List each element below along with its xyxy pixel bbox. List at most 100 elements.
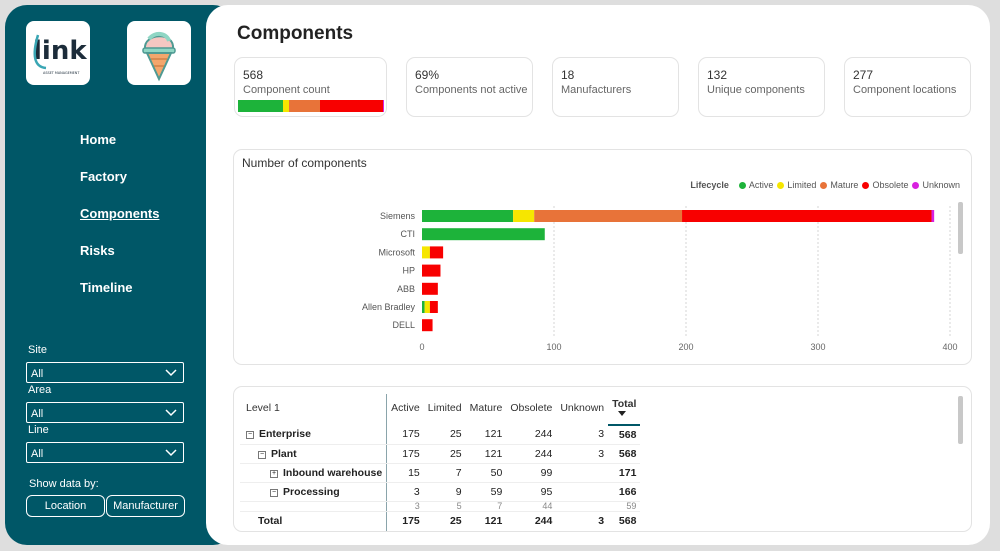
cell-value: 3 (556, 425, 609, 445)
lifebar-segment-unknown (383, 100, 384, 112)
legend-item-mature[interactable]: Mature (820, 180, 858, 190)
table-row: − Plant 175 25 121 244 3 568 (240, 444, 641, 464)
chevron-down-icon (165, 409, 177, 417)
page-title: Components (237, 23, 354, 44)
total-label: Total (240, 510, 388, 531)
collapse-icon[interactable]: − (270, 488, 278, 497)
sort-desc-icon (618, 411, 627, 416)
nav-factory[interactable]: Factory (80, 169, 127, 184)
header-total-label: Total (612, 398, 637, 410)
bar-microsoft-obsolete[interactable] (429, 246, 444, 259)
nav-timeline[interactable]: Timeline (80, 280, 133, 295)
line-filter-value: All (31, 448, 44, 460)
cell-value: 5 (423, 501, 466, 512)
bar-allen-bradley-limited[interactable] (424, 301, 430, 313)
table-row: + Inbound warehouse 15 7 50 99 171 (240, 463, 641, 483)
components-matrix-panel: Level 1 Active Limited Mature Obsolete U… (233, 386, 972, 532)
cell-value: 7 (423, 463, 466, 483)
header-active[interactable]: Active (391, 401, 420, 414)
bar-hp-obsolete[interactable] (422, 264, 441, 277)
area-filter-label: Area (28, 384, 52, 396)
components-matrix: Level 1 Active Limited Mature Obsolete U… (240, 394, 641, 531)
bar-siemens-unknown[interactable] (931, 210, 935, 222)
cell-value (556, 501, 609, 512)
header-unknown[interactable]: Unknown (560, 401, 605, 414)
card-value: 18 (561, 68, 575, 82)
header-limited[interactable]: Limited (427, 401, 462, 414)
card-component-count: 568 Component count (234, 57, 387, 117)
cell-value: 50 (465, 463, 507, 483)
cell-value (556, 463, 609, 483)
site-filter-dropdown[interactable]: All (26, 362, 184, 383)
main-panel: Components 568 Component count 69% Compo… (206, 5, 990, 545)
show-data-by-label: Show data by: (29, 478, 99, 490)
header-level-1[interactable]: Level 1 (240, 394, 388, 425)
logo-subtext: ASSET MANAGEMENT (43, 71, 80, 75)
cell-value: 121 (465, 425, 507, 445)
card-value: 132 (707, 68, 728, 82)
cell-value: 7 (465, 501, 507, 512)
cell-value: 3 (386, 501, 424, 512)
bar-siemens-active[interactable] (422, 210, 514, 222)
legend-item-active[interactable]: Active (738, 180, 773, 190)
collapse-icon[interactable]: − (258, 450, 266, 459)
area-filter-value: All (31, 408, 44, 420)
area-filter-dropdown[interactable]: All (26, 402, 184, 423)
ice-cream-logo (127, 21, 191, 85)
total-value: 568 (608, 510, 641, 531)
bar-dell-obsolete[interactable] (422, 319, 433, 332)
show-by-manufacturer-button[interactable]: Manufacturer (106, 495, 185, 517)
category-label: ABB (397, 284, 415, 294)
card-manufacturers: 18 Manufacturers (552, 57, 679, 117)
row-name: Enterprise (259, 428, 311, 441)
total-value: 25 (423, 510, 466, 531)
legend-label: Unknown (922, 180, 960, 190)
nav-home[interactable]: Home (80, 132, 117, 147)
header-total[interactable]: Total (608, 394, 641, 426)
header-obsolete[interactable]: Obsolete (510, 401, 553, 414)
legend-dot-icon (777, 181, 785, 189)
row-label: + Inbound warehouse (240, 463, 388, 483)
cell-value: 244 (506, 425, 557, 445)
category-label: Allen Bradley (362, 302, 416, 312)
x-tick-label: 100 (546, 342, 561, 352)
header-mature[interactable]: Mature (469, 401, 503, 414)
bar-cti-active[interactable] (422, 228, 545, 241)
row-name: Processing (283, 485, 340, 498)
x-tick-label: 200 (678, 342, 693, 352)
category-label: DELL (392, 320, 415, 330)
bar-microsoft-limited[interactable] (422, 246, 430, 259)
chart-scrollbar[interactable] (958, 202, 963, 254)
table-row-partial: 3 5 7 44 59 (240, 501, 641, 512)
legend-item-limited[interactable]: Limited (777, 180, 816, 190)
bar-allen-bradley-obsolete[interactable] (429, 301, 438, 313)
bar-abb-obsolete[interactable] (422, 282, 438, 295)
bar-siemens-limited[interactable] (513, 210, 535, 222)
card-value: 69% (415, 68, 440, 82)
bar-siemens-obsolete[interactable] (682, 210, 932, 222)
line-filter-label: Line (28, 424, 49, 436)
line-filter-dropdown[interactable]: All (26, 442, 184, 463)
nav-components[interactable]: Components (80, 206, 160, 221)
row-label: − Processing (240, 482, 388, 502)
lifebar-segment-active (238, 100, 283, 112)
collapse-icon[interactable]: − (246, 431, 254, 440)
show-by-location-button[interactable]: Location (26, 495, 105, 517)
card-unique-components: 132 Unique components (698, 57, 825, 117)
nav-risks[interactable]: Risks (80, 243, 115, 258)
legend-item-obsolete[interactable]: Obsolete (862, 180, 908, 190)
bar-siemens-mature[interactable] (534, 210, 683, 222)
card-label: Unique components (707, 84, 805, 96)
cell-value: 171 (608, 463, 641, 483)
table-row: − Processing 3 9 59 95 166 (240, 482, 641, 502)
total-value: 244 (506, 510, 557, 531)
legend-item-unknown[interactable]: Unknown (912, 180, 960, 190)
card-value: 277 (853, 68, 874, 82)
bar-allen-bradley-active[interactable] (422, 301, 425, 313)
table-total-row: Total 175 25 121 244 3 568 (240, 510, 641, 531)
card-label: Components not active (415, 84, 528, 96)
expand-icon[interactable]: + (270, 469, 278, 478)
table-scrollbar[interactable] (958, 396, 963, 444)
cell-value (556, 482, 609, 502)
components-chart-panel: Number of components Lifecycle Active Lim… (233, 149, 972, 365)
